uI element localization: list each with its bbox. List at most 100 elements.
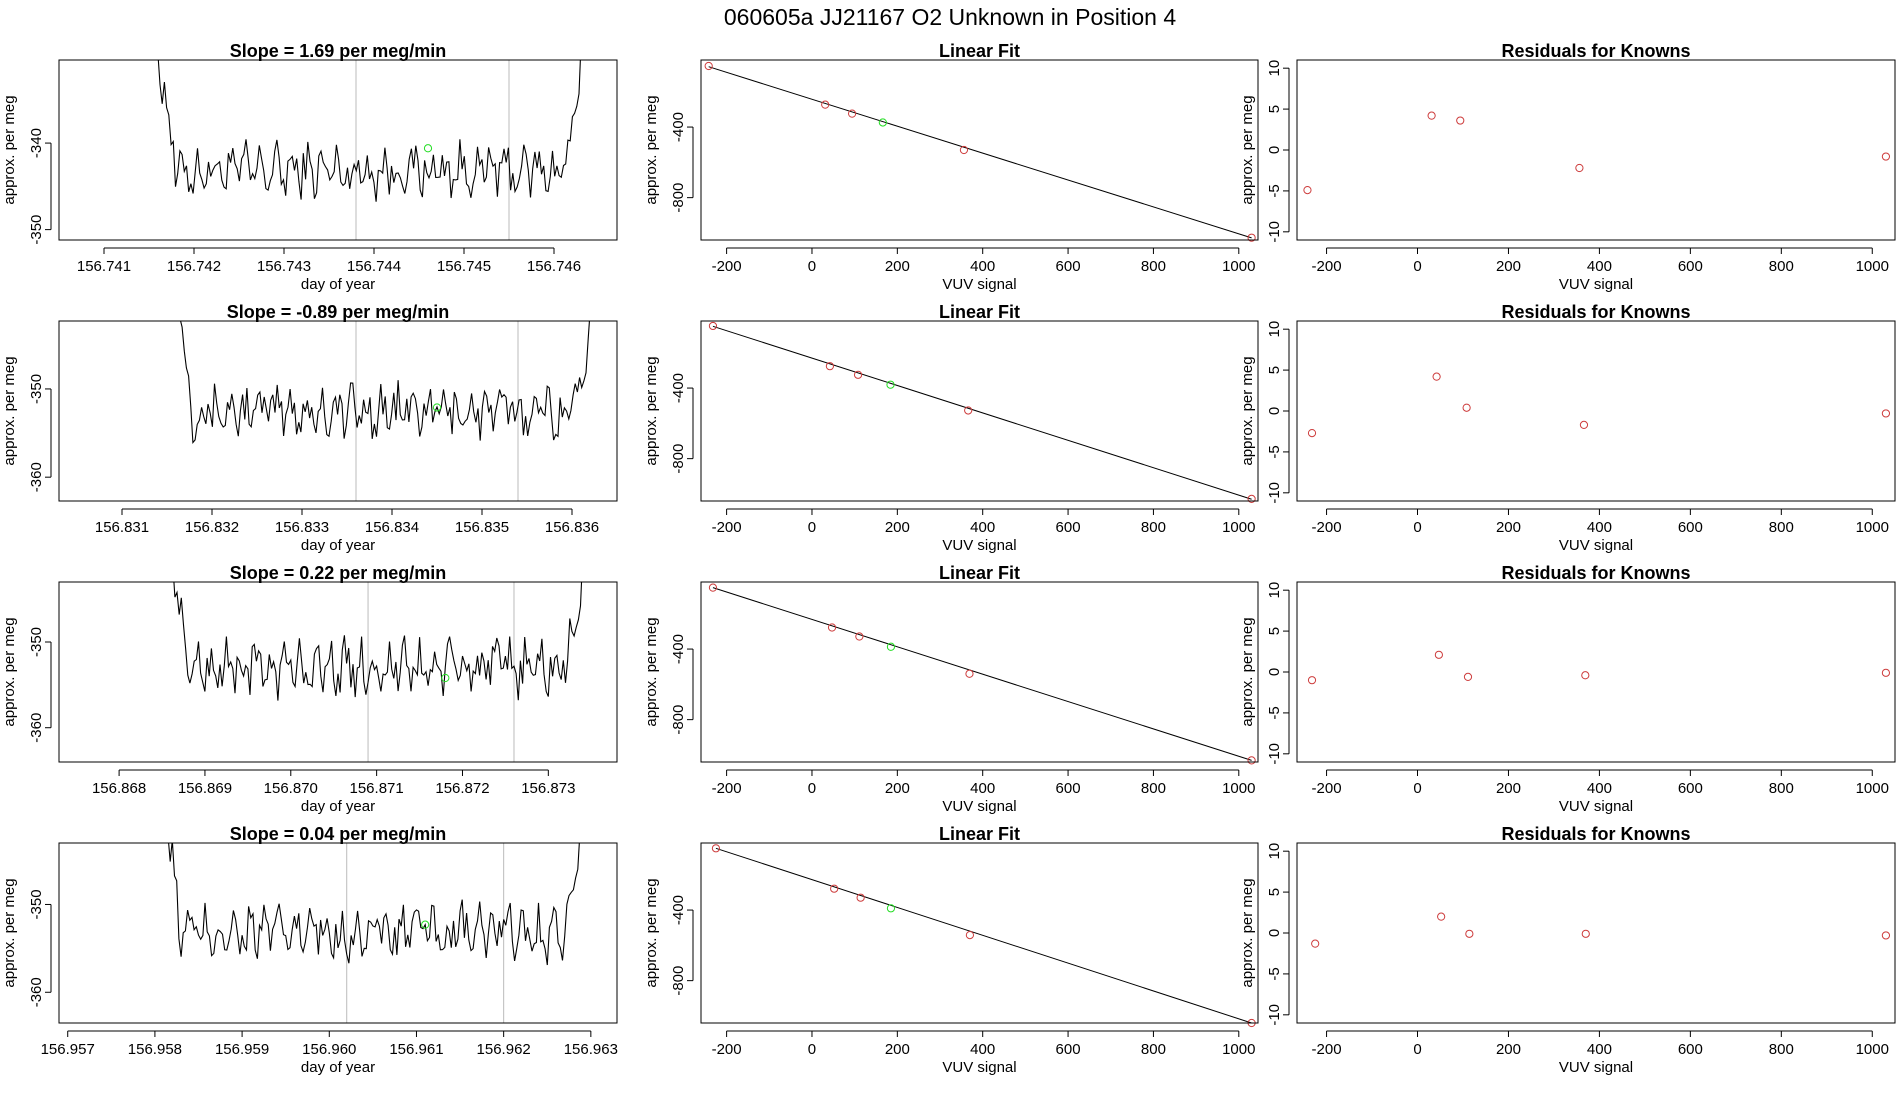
residuals-title: Residuals for Knowns: [1501, 302, 1690, 322]
residuals-x-axis-label: VUV signal: [1559, 1059, 1633, 1076]
unknown-sample-point: [878, 118, 887, 127]
residuals-y-tick-label: 10: [1266, 843, 1283, 860]
residuals-x-axis-label: VUV signal: [1559, 798, 1633, 815]
residuals-x-tick-label: 600: [1678, 258, 1703, 275]
known-standard-point: [1247, 756, 1256, 765]
linear-fit-x-tick-label: -200: [712, 258, 742, 275]
residuals-y-tick-label: -10: [1266, 221, 1283, 243]
residuals-y-tick-label: 5: [1266, 888, 1283, 896]
residuals-y-tick-label: 0: [1266, 407, 1283, 415]
linear-fit-x-tick-label: 1000: [1222, 780, 1255, 797]
known-standard-point: [708, 583, 718, 592]
residuals-x-tick-label: 400: [1587, 258, 1612, 275]
residuals-x-tick-label: 400: [1587, 780, 1612, 797]
residual-point: [1881, 931, 1891, 940]
residual-point: [1575, 163, 1584, 173]
unknown-sample-point: [432, 403, 442, 412]
time-series-x-tick-label: 156.960: [302, 1041, 356, 1058]
residuals-panel: -200 0 200 400 600 800 1000 -10 -5 0 5 10 VUV signal…: [1239, 41, 1896, 293]
residual-point: [1881, 668, 1891, 677]
time-series-trace: [157, 60, 581, 202]
residuals-y-tick-label: 10: [1266, 321, 1283, 338]
residual-point: [1463, 672, 1473, 682]
residuals-x-tick-label: 1000: [1856, 780, 1889, 797]
time-series-trace: [168, 843, 580, 966]
residuals-x-tick-label: 0: [1413, 1041, 1421, 1058]
linear-fit-y-axis-label: approx. per meg: [643, 356, 660, 465]
residuals-title: Residuals for Knowns: [1501, 824, 1690, 844]
figure-title: 060605a JJ21167 O2 Unknown in Position 4: [724, 4, 1176, 30]
time-series-x-tick-label: 156.831: [95, 519, 149, 536]
known-standard-point: [821, 100, 830, 109]
linear-fit-title: Linear Fit: [939, 41, 1020, 61]
time-series-trace: [173, 582, 583, 701]
known-standard-point: [1247, 494, 1256, 503]
linear-fit-y-tick-label: -800: [670, 966, 687, 996]
residuals-x-tick-label: 800: [1769, 258, 1794, 275]
residuals-x-tick-label: 800: [1769, 780, 1794, 797]
residual-point: [1427, 111, 1436, 120]
linear-fit-x-tick-label: 1000: [1222, 258, 1255, 275]
linear-fit-x-tick-label: 400: [970, 519, 995, 536]
linear-fit-x-tick-label: 800: [1141, 1041, 1166, 1058]
residual-point: [1307, 676, 1317, 685]
linear-fit-x-tick-label: 600: [1056, 780, 1081, 797]
linear-fit-plot-frame: [700, 59, 1259, 241]
time-series-x-axis-label: day of year: [301, 1059, 375, 1076]
residual-point: [1462, 403, 1471, 412]
residuals-x-tick-label: 1000: [1856, 258, 1889, 275]
linear-fit-y-tick-label: -400: [670, 634, 687, 664]
time-series-title: Slope = 0.04 per meg/min: [230, 824, 447, 844]
residuals-plot-frame: [1296, 842, 1896, 1024]
time-series-x-tick-label: 156.872: [435, 780, 489, 797]
linear-fit-title: Linear Fit: [939, 824, 1020, 844]
residual-point: [1311, 939, 1320, 948]
time-series-x-tick-label: 156.833: [275, 519, 329, 536]
linear-fit-x-axis-label: VUV signal: [942, 276, 1016, 293]
time-series-x-tick-label: 156.835: [455, 519, 509, 536]
linear-fit-panel: -200 0 200 400 600 800 1000 -400 -800 VUV signal a…: [643, 563, 1259, 815]
time-series-x-tick-label: 156.745: [437, 258, 491, 275]
time-series-x-tick-label: 156.744: [347, 258, 401, 275]
linear-fit-x-tick-label: 400: [970, 1041, 995, 1058]
linear-fit-x-axis-label: VUV signal: [942, 1059, 1016, 1076]
residuals-x-tick-label: 600: [1678, 519, 1703, 536]
linear-fit-y-tick-label: -800: [670, 183, 687, 213]
residual-point: [1434, 650, 1443, 659]
linear-fit-x-axis-label: VUV signal: [942, 537, 1016, 554]
residuals-x-tick-label: 600: [1678, 1041, 1703, 1058]
residuals-x-tick-label: 0: [1413, 258, 1421, 275]
residuals-x-tick-label: 800: [1769, 519, 1794, 536]
residuals-y-tick-label: 10: [1266, 582, 1283, 599]
residual-point: [1465, 929, 1474, 938]
residuals-panel: -200 0 200 400 600 800 1000 -10 -5 0 5 10 VUV signal…: [1239, 302, 1896, 554]
known-standard-point: [965, 669, 974, 678]
time-series-title: Slope = 1.69 per meg/min: [230, 41, 447, 61]
residuals-x-tick-label: -200: [1312, 258, 1342, 275]
residuals-x-tick-label: 400: [1587, 1041, 1612, 1058]
residuals-y-tick-label: -10: [1266, 482, 1283, 504]
residuals-plot-frame: [1296, 59, 1896, 241]
residuals-title: Residuals for Knowns: [1501, 563, 1690, 583]
residuals-plot-frame: [1296, 320, 1896, 502]
time-series-panel: 156.831 156.832 156.833 156.834 156.835 156.8…: [1, 302, 618, 554]
unknown-sample-point: [423, 144, 433, 153]
residuals-y-axis-label: approx. per meg: [1239, 617, 1256, 726]
linear-fit-x-tick-label: 200: [885, 780, 910, 797]
residuals-plot-frame: [1296, 581, 1896, 763]
residual-point: [1881, 409, 1891, 418]
time-series-x-axis-label: day of year: [301, 798, 375, 815]
linear-fit-x-tick-label: 200: [885, 519, 910, 536]
panel-grid: 156.741 156.742 156.743 156.744 156.745 156.7…: [1, 41, 1896, 1076]
residuals-y-tick-label: 5: [1266, 627, 1283, 635]
unknown-sample-point: [441, 673, 450, 683]
time-series-panel: 156.957 156.958 156.959 156.960 156.961 156.9…: [1, 824, 618, 1076]
time-series-x-tick-label: 156.836: [545, 519, 599, 536]
time-series-x-tick-label: 156.958: [128, 1041, 182, 1058]
known-standard-point: [853, 370, 863, 379]
known-standard-point: [959, 145, 969, 155]
known-standard-point: [1247, 233, 1256, 242]
linear-fit-x-tick-label: 600: [1056, 1041, 1081, 1058]
residuals-y-tick-label: 0: [1266, 929, 1283, 937]
